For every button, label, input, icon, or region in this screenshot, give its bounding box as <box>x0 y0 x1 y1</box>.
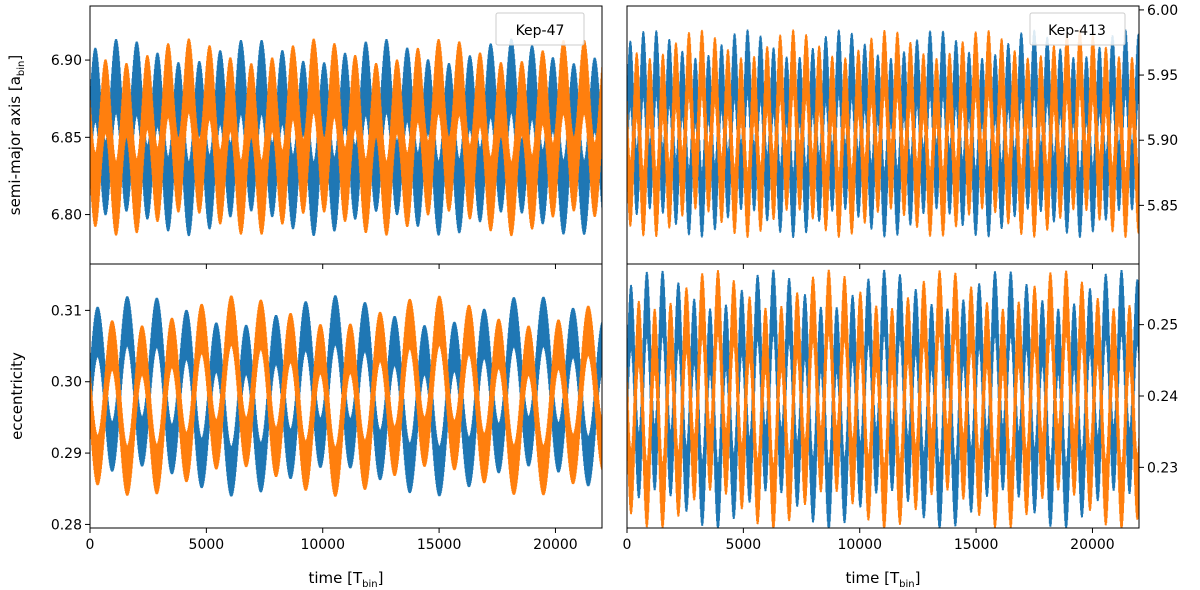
panel-kep413-e: 0.23 0.24 0.25 0 5000 10000 15000 20000 time [… <box>623 263 1178 590</box>
kep413-a-yticks: 5.85 5.90 5.95 6.00 <box>1139 3 1178 214</box>
xtick-label: 5000 <box>189 537 225 553</box>
ytick-label: 0.24 <box>1147 389 1178 405</box>
ytick-label: 0.31 <box>51 303 82 319</box>
xlabel-time-right: time [Tbin] <box>846 569 921 590</box>
kep47-e-series <box>90 295 602 497</box>
series-line-2 <box>627 269 1139 528</box>
kep413-a-xticks <box>626 264 1093 269</box>
ytick-label: 0.30 <box>51 375 82 391</box>
kep413-a-series <box>627 29 1139 238</box>
legend-box <box>1029 12 1126 46</box>
xtick-label: 10000 <box>837 537 882 553</box>
ylabel-eccentricity: eccentricity <box>8 352 26 440</box>
legend-box <box>495 12 585 46</box>
xtick-label: 5000 <box>726 537 762 553</box>
xtick-label: 15000 <box>954 537 999 553</box>
xtick-label: 10000 <box>300 537 345 553</box>
ytick-label: 0.25 <box>1147 318 1178 334</box>
kep413-e-xticks: 0 5000 10000 15000 20000 <box>623 528 1115 553</box>
legend-text-kep413: Kep-413 <box>1048 23 1106 39</box>
xtick-label: 0 <box>623 537 632 553</box>
series-line-2 <box>90 295 602 497</box>
xtick-label: 15000 <box>417 537 462 553</box>
xtick-label: 0 <box>86 537 95 553</box>
ytick-label: 5.90 <box>1147 133 1178 149</box>
panel-kep47-e: 0.28 0.29 0.30 0.31 0 5000 10000 15000 20000 ec… <box>8 263 603 590</box>
panel-kep413-a: 5.85 5.90 5.95 6.00 Kep-413 <box>626 3 1178 269</box>
panel-kep47-a: 6.80 6.85 6.90 Kep-47 semi-major axis [abi… <box>6 5 603 269</box>
ytick-label: 5.85 <box>1147 198 1178 214</box>
xlabel-time-left: time [Tbin] <box>309 569 384 590</box>
ylabel-semi-major-axis: semi-major axis [abin] <box>6 55 27 216</box>
series-line-2 <box>627 29 1139 238</box>
xtick-label: 20000 <box>533 537 578 553</box>
kep47-a-series <box>90 38 602 237</box>
series-line-2 <box>90 38 602 237</box>
kep47-a-xticks <box>89 264 556 269</box>
legend-kep47: Kep-47 <box>495 12 585 46</box>
ytick-label: 5.95 <box>1147 68 1178 84</box>
ytick-label: 0.28 <box>51 517 82 533</box>
kep47-e-frame <box>89 263 603 529</box>
ytick-label: 0.29 <box>51 446 82 462</box>
ytick-label: 6.80 <box>51 208 82 224</box>
xtick-label: 20000 <box>1070 537 1115 553</box>
kep413-e-yticks: 0.23 0.24 0.25 <box>1139 318 1178 476</box>
kep47-e-xticks: 0 5000 10000 15000 20000 <box>86 528 578 553</box>
kep47-e-yticks: 0.28 0.29 0.30 0.31 <box>51 303 90 533</box>
legend-kep413: Kep-413 <box>1029 12 1126 46</box>
ytick-label: 6.85 <box>51 130 82 146</box>
kep413-e-series <box>627 269 1139 528</box>
kep47-a-yticks: 6.80 6.85 6.90 <box>51 53 90 224</box>
ytick-label: 0.23 <box>1147 460 1178 476</box>
legend-text-kep47: Kep-47 <box>516 23 565 39</box>
ytick-label: 6.00 <box>1147 3 1178 19</box>
ytick-label: 6.90 <box>51 53 82 69</box>
